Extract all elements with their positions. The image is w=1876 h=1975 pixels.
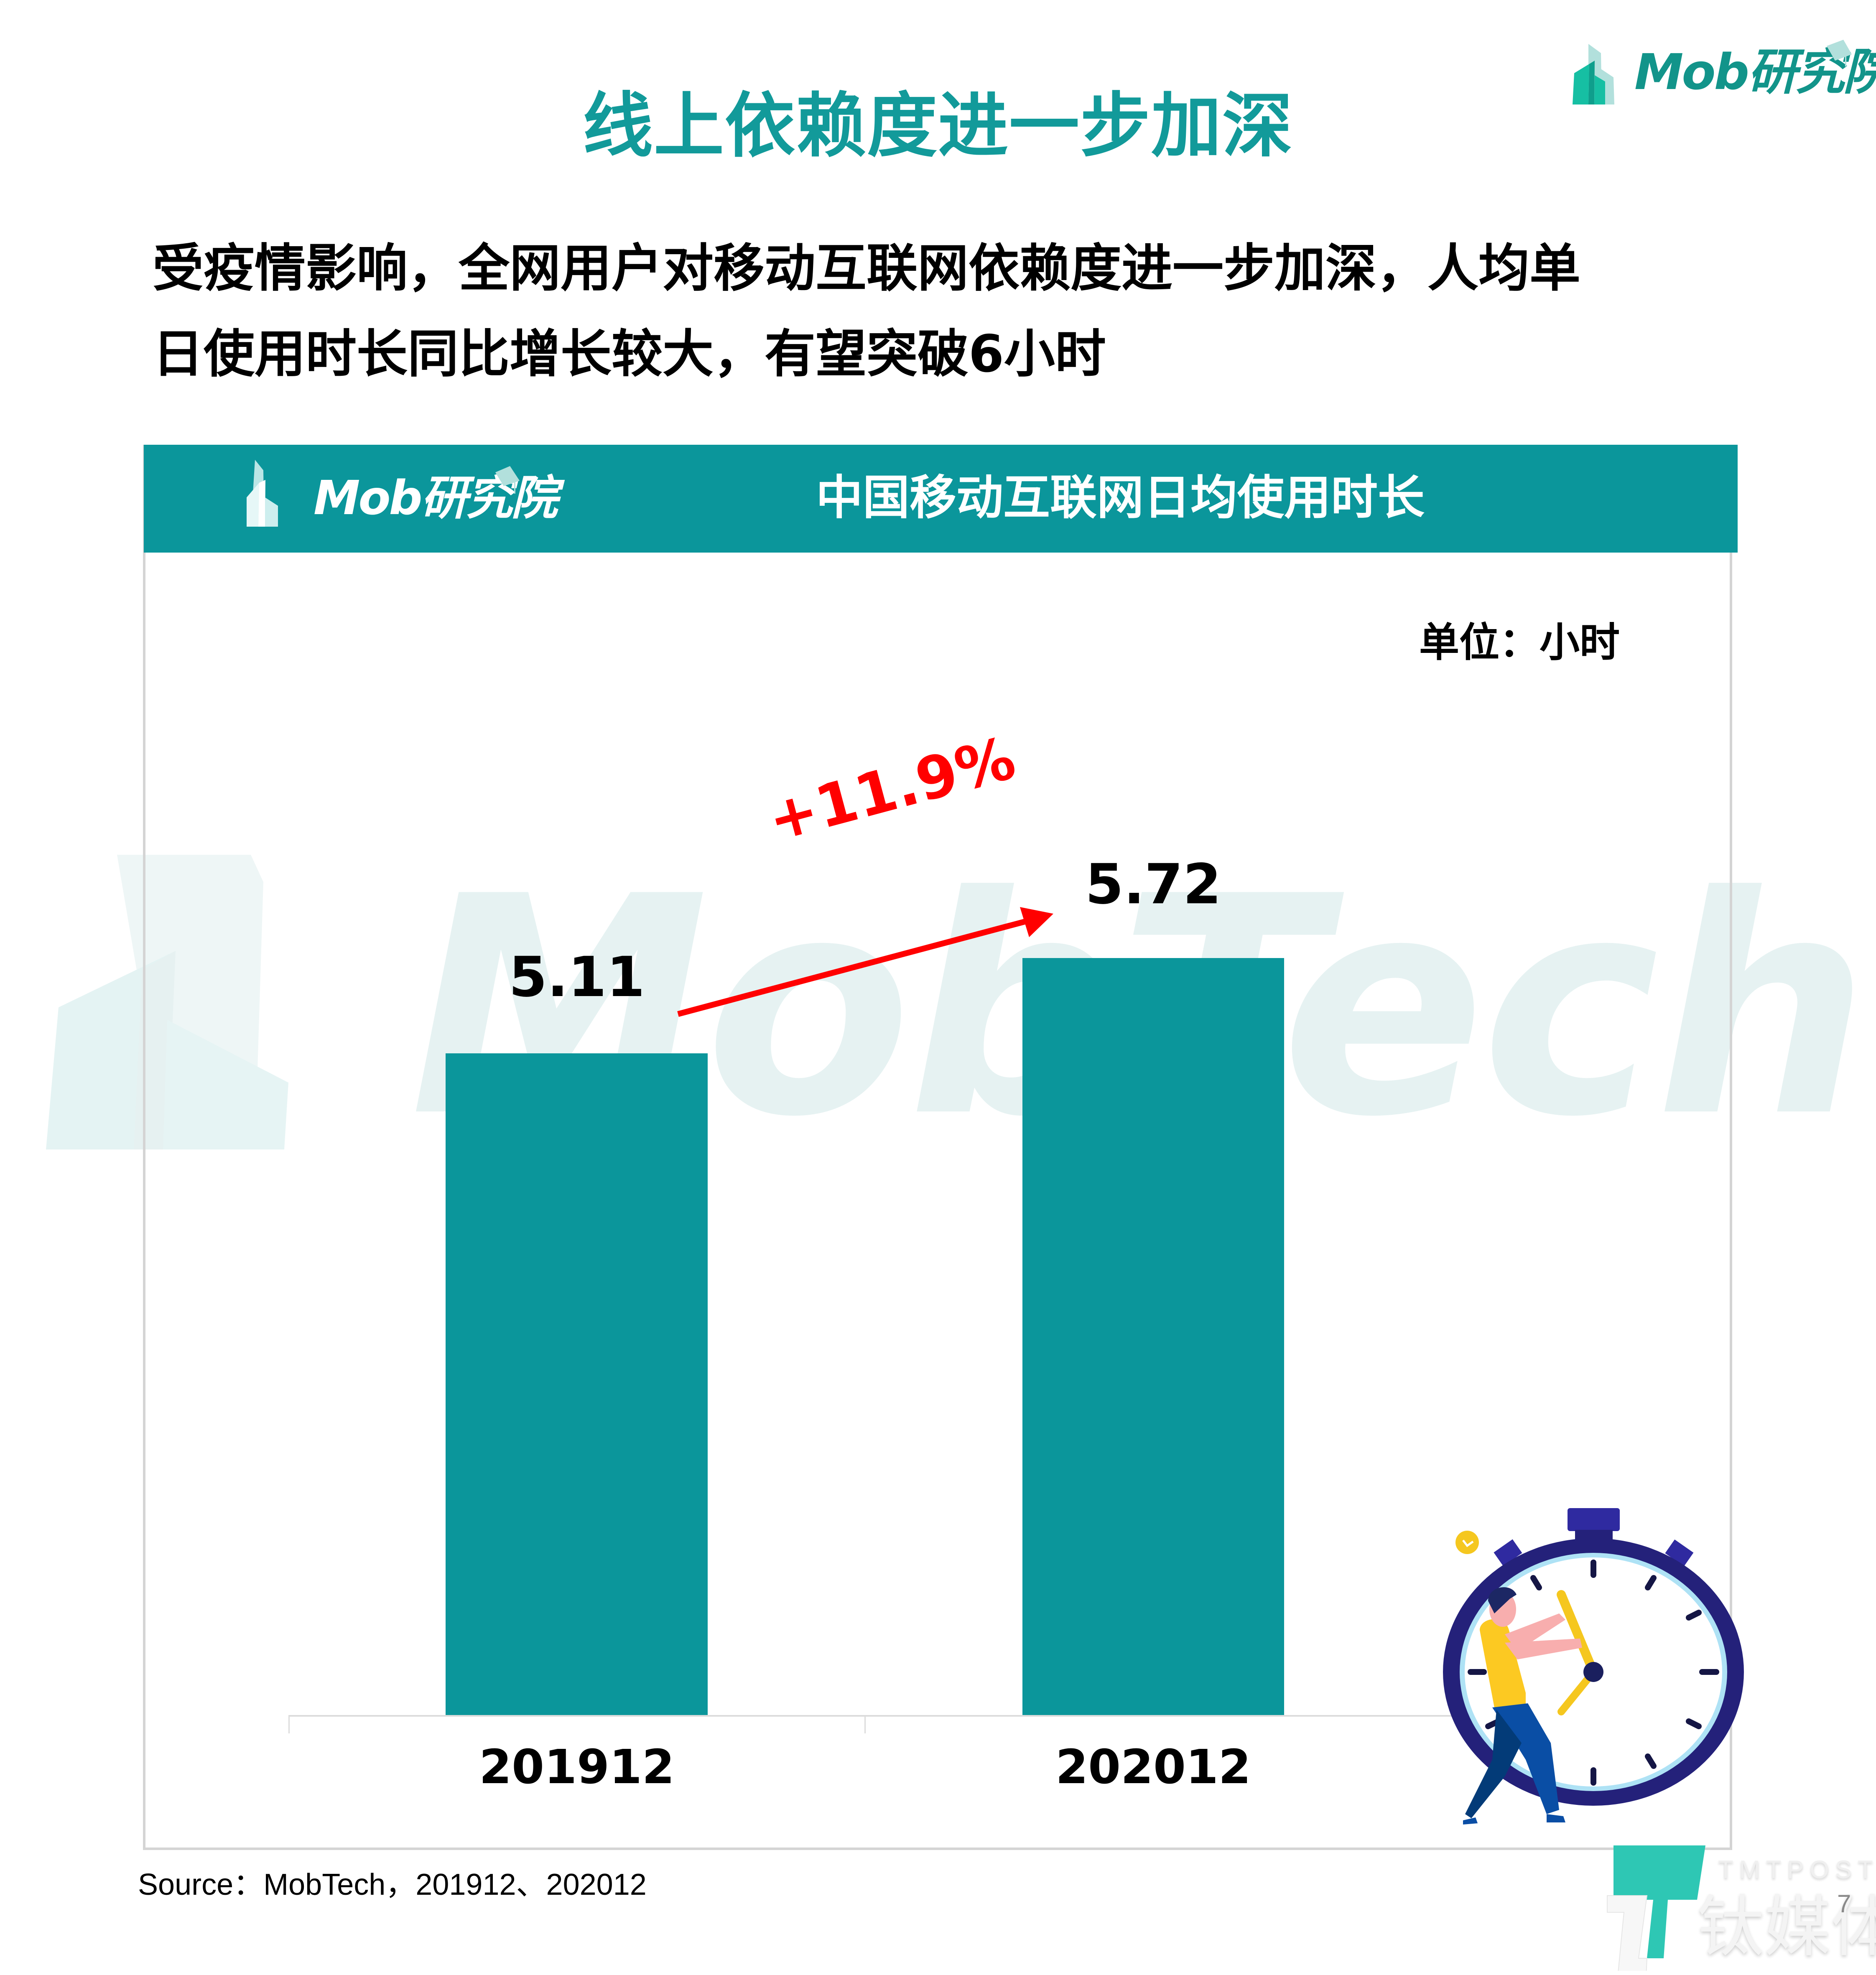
building-logo-icon xyxy=(247,460,278,527)
graduation-cap-icon xyxy=(1827,40,1852,66)
tmtpost-t-icon xyxy=(1607,1845,1705,1971)
subtitle-line-2: 日使用时长同比增长较大，有望突破6小时 xyxy=(153,324,1106,384)
page-title: 线上依赖度进一步加深 xyxy=(583,85,1293,167)
source-note: Source：MobTech，201912、202012 xyxy=(138,1868,647,1901)
page-number: 7 xyxy=(1837,1890,1851,1918)
bar-value-202012: 5.72 xyxy=(1085,852,1221,917)
stopwatch-illustration xyxy=(1443,1508,1744,1825)
bar-value-201912: 5.11 xyxy=(509,945,645,1009)
chart-title: 中国移动互联网日均使用时长 xyxy=(816,471,1425,525)
unit-label: 单位：小时 xyxy=(1419,619,1620,666)
page-subtitle: 受疫情影响，全网用户对移动互联网依赖度进一步加深，人均单 日使用时长同比增长较大… xyxy=(153,226,1741,397)
x-axis-line xyxy=(288,1715,1731,1717)
subtitle-line-1: 受疫情影响，全网用户对移动互联网依赖度进一步加深，人均单 xyxy=(153,239,1580,298)
mob-research-logo: Mob研究院 xyxy=(1572,40,1876,111)
bar-202012 xyxy=(1022,958,1284,1716)
header-logo-text: Mob研究院 xyxy=(314,471,558,525)
chart-header-bar xyxy=(144,445,1738,553)
tmtpost-en-text: TMTPOST xyxy=(1718,1855,1876,1883)
x-axis-tick xyxy=(288,1716,290,1733)
growth-arrow-icon xyxy=(677,907,1053,1017)
x-axis-tick xyxy=(864,1716,866,1733)
category-label-202012: 202012 xyxy=(1055,1740,1251,1794)
building-logo-icon xyxy=(1573,44,1614,104)
graduation-cap-icon xyxy=(495,466,520,494)
tmtpost-logo: TMTPOST 钛媒体 xyxy=(1584,1837,1876,1975)
tmtpost-cn-text: 钛媒体 xyxy=(1697,1888,1876,1966)
bar-201912 xyxy=(446,1053,708,1716)
header-mob-logo: Mob研究院 xyxy=(247,460,564,543)
chart-frame xyxy=(143,445,1732,1850)
category-label-201912: 201912 xyxy=(479,1740,675,1794)
